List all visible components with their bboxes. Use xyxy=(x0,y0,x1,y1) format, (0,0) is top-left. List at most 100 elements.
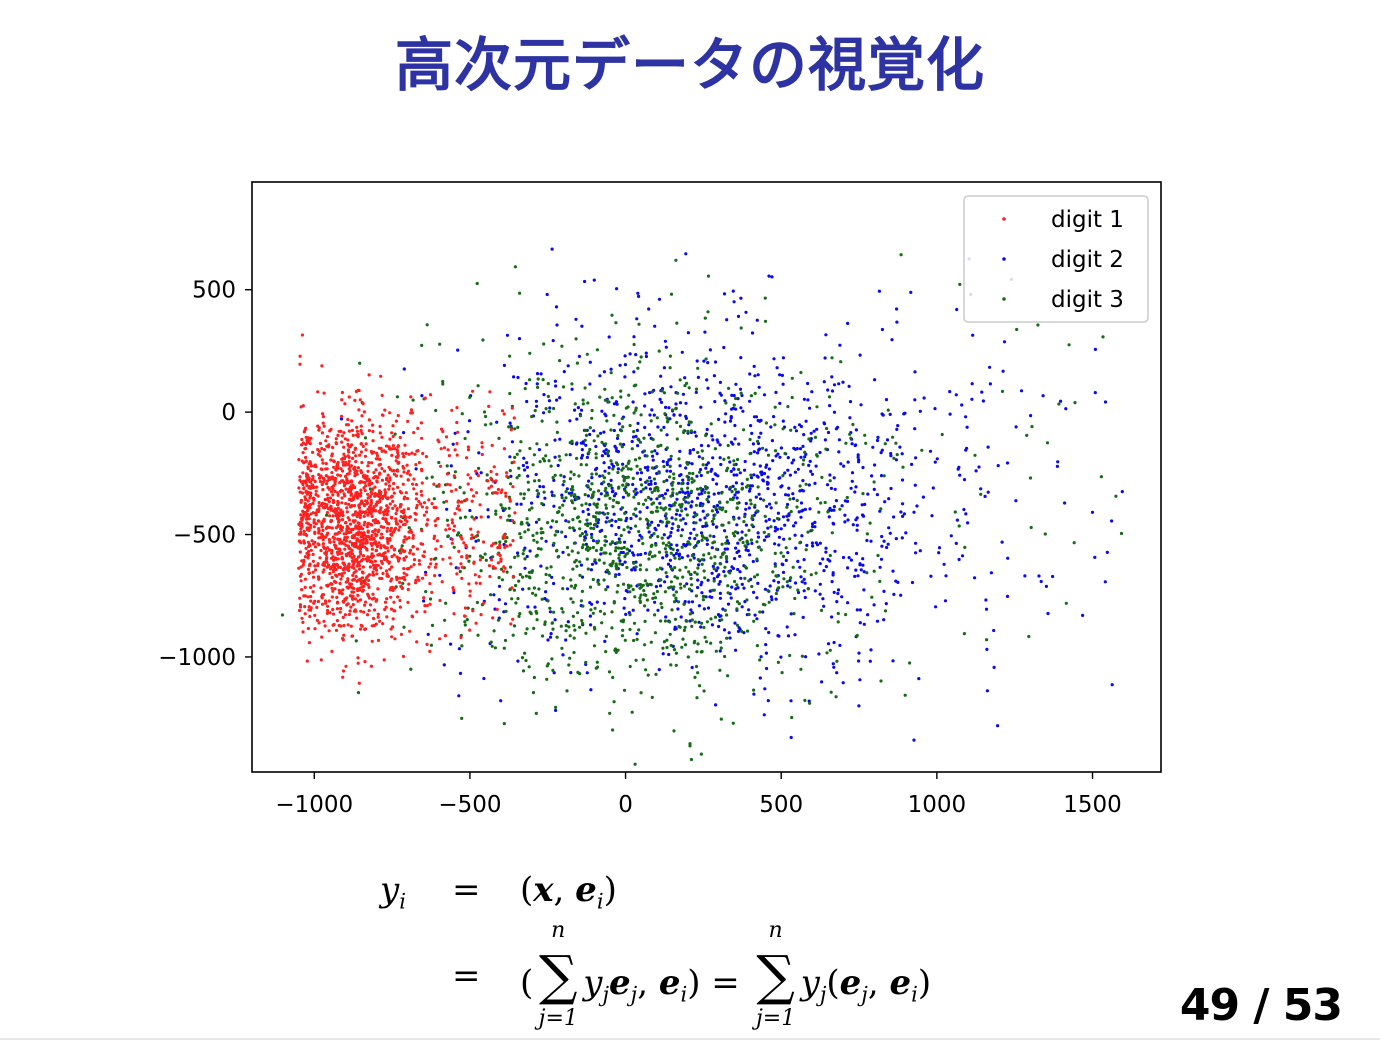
data-point xyxy=(701,595,706,599)
data-point xyxy=(657,349,661,353)
data-point xyxy=(480,441,484,445)
data-point xyxy=(354,510,358,514)
data-point xyxy=(572,541,577,545)
data-point xyxy=(320,521,324,525)
data-point xyxy=(697,620,701,624)
data-point xyxy=(1055,464,1059,468)
data-point xyxy=(1051,574,1055,579)
data-point xyxy=(374,563,378,567)
data-point xyxy=(375,572,379,576)
data-point xyxy=(367,461,371,465)
data-point xyxy=(364,442,368,446)
data-point xyxy=(664,405,668,409)
data-point xyxy=(555,635,559,639)
data-point xyxy=(673,575,677,579)
data-point xyxy=(391,487,395,491)
data-point xyxy=(772,519,776,523)
data-point xyxy=(378,511,382,515)
data-point xyxy=(370,451,374,455)
data-point xyxy=(731,531,735,536)
data-point xyxy=(406,478,410,482)
data-point xyxy=(734,382,738,386)
data-point xyxy=(417,578,421,582)
data-point xyxy=(664,516,668,521)
data-point xyxy=(567,663,571,667)
data-point xyxy=(328,496,333,500)
data-point xyxy=(388,437,392,441)
data-point xyxy=(643,404,647,408)
data-point xyxy=(321,528,325,533)
y-tick-label: 0 xyxy=(221,400,236,426)
data-point xyxy=(535,540,539,544)
data-point xyxy=(607,571,611,576)
data-point xyxy=(771,459,775,463)
data-point xyxy=(665,463,670,467)
data-point xyxy=(603,412,607,416)
data-point xyxy=(671,491,675,495)
data-point xyxy=(752,462,756,466)
data-point xyxy=(639,355,643,359)
data-point xyxy=(627,393,631,397)
data-point xyxy=(634,353,638,357)
data-point xyxy=(564,490,568,494)
data-point xyxy=(853,443,857,448)
data-point xyxy=(799,370,803,375)
data-point xyxy=(899,593,903,597)
data-point xyxy=(735,583,739,587)
data-point xyxy=(659,619,663,623)
data-point xyxy=(674,402,678,406)
data-point xyxy=(821,557,825,561)
data-point xyxy=(954,541,958,546)
data-point xyxy=(799,455,803,459)
data-point xyxy=(682,584,687,588)
data-point xyxy=(403,443,407,447)
data-point xyxy=(980,390,984,394)
data-point xyxy=(329,490,334,494)
data-point xyxy=(672,729,676,733)
data-point xyxy=(516,375,520,380)
data-point xyxy=(320,525,324,529)
data-point xyxy=(918,549,922,553)
data-point xyxy=(674,407,678,411)
data-point xyxy=(316,390,320,394)
data-point xyxy=(711,564,715,569)
data-point xyxy=(688,572,692,576)
data-point xyxy=(929,574,933,578)
data-point xyxy=(633,762,637,766)
data-point xyxy=(411,552,415,556)
data-point xyxy=(713,555,717,559)
data-point xyxy=(612,512,616,516)
data-point xyxy=(622,688,627,692)
data-point xyxy=(611,467,615,471)
data-point xyxy=(373,521,377,525)
data-point xyxy=(700,558,704,562)
data-point xyxy=(726,674,730,678)
data-point xyxy=(587,450,591,455)
data-point xyxy=(727,456,731,460)
data-point xyxy=(323,502,327,506)
data-point xyxy=(635,637,639,642)
data-point xyxy=(606,493,610,497)
data-point xyxy=(304,435,308,439)
data-point xyxy=(697,604,702,608)
data-point xyxy=(833,549,837,553)
data-point xyxy=(369,507,373,511)
data-point xyxy=(372,536,376,541)
data-point xyxy=(843,513,847,517)
data-point xyxy=(599,548,603,552)
data-point xyxy=(353,558,357,562)
data-point xyxy=(415,547,420,551)
data-point xyxy=(338,537,342,541)
data-point xyxy=(325,510,329,515)
data-point xyxy=(828,479,832,483)
data-point xyxy=(872,480,876,484)
data-point xyxy=(585,557,589,561)
data-point xyxy=(494,491,498,495)
data-point xyxy=(303,497,308,502)
data-point xyxy=(1099,475,1103,479)
data-point xyxy=(747,506,751,510)
data-point xyxy=(773,551,777,556)
data-point xyxy=(630,710,634,714)
data-point xyxy=(853,574,857,579)
data-point xyxy=(547,399,552,403)
